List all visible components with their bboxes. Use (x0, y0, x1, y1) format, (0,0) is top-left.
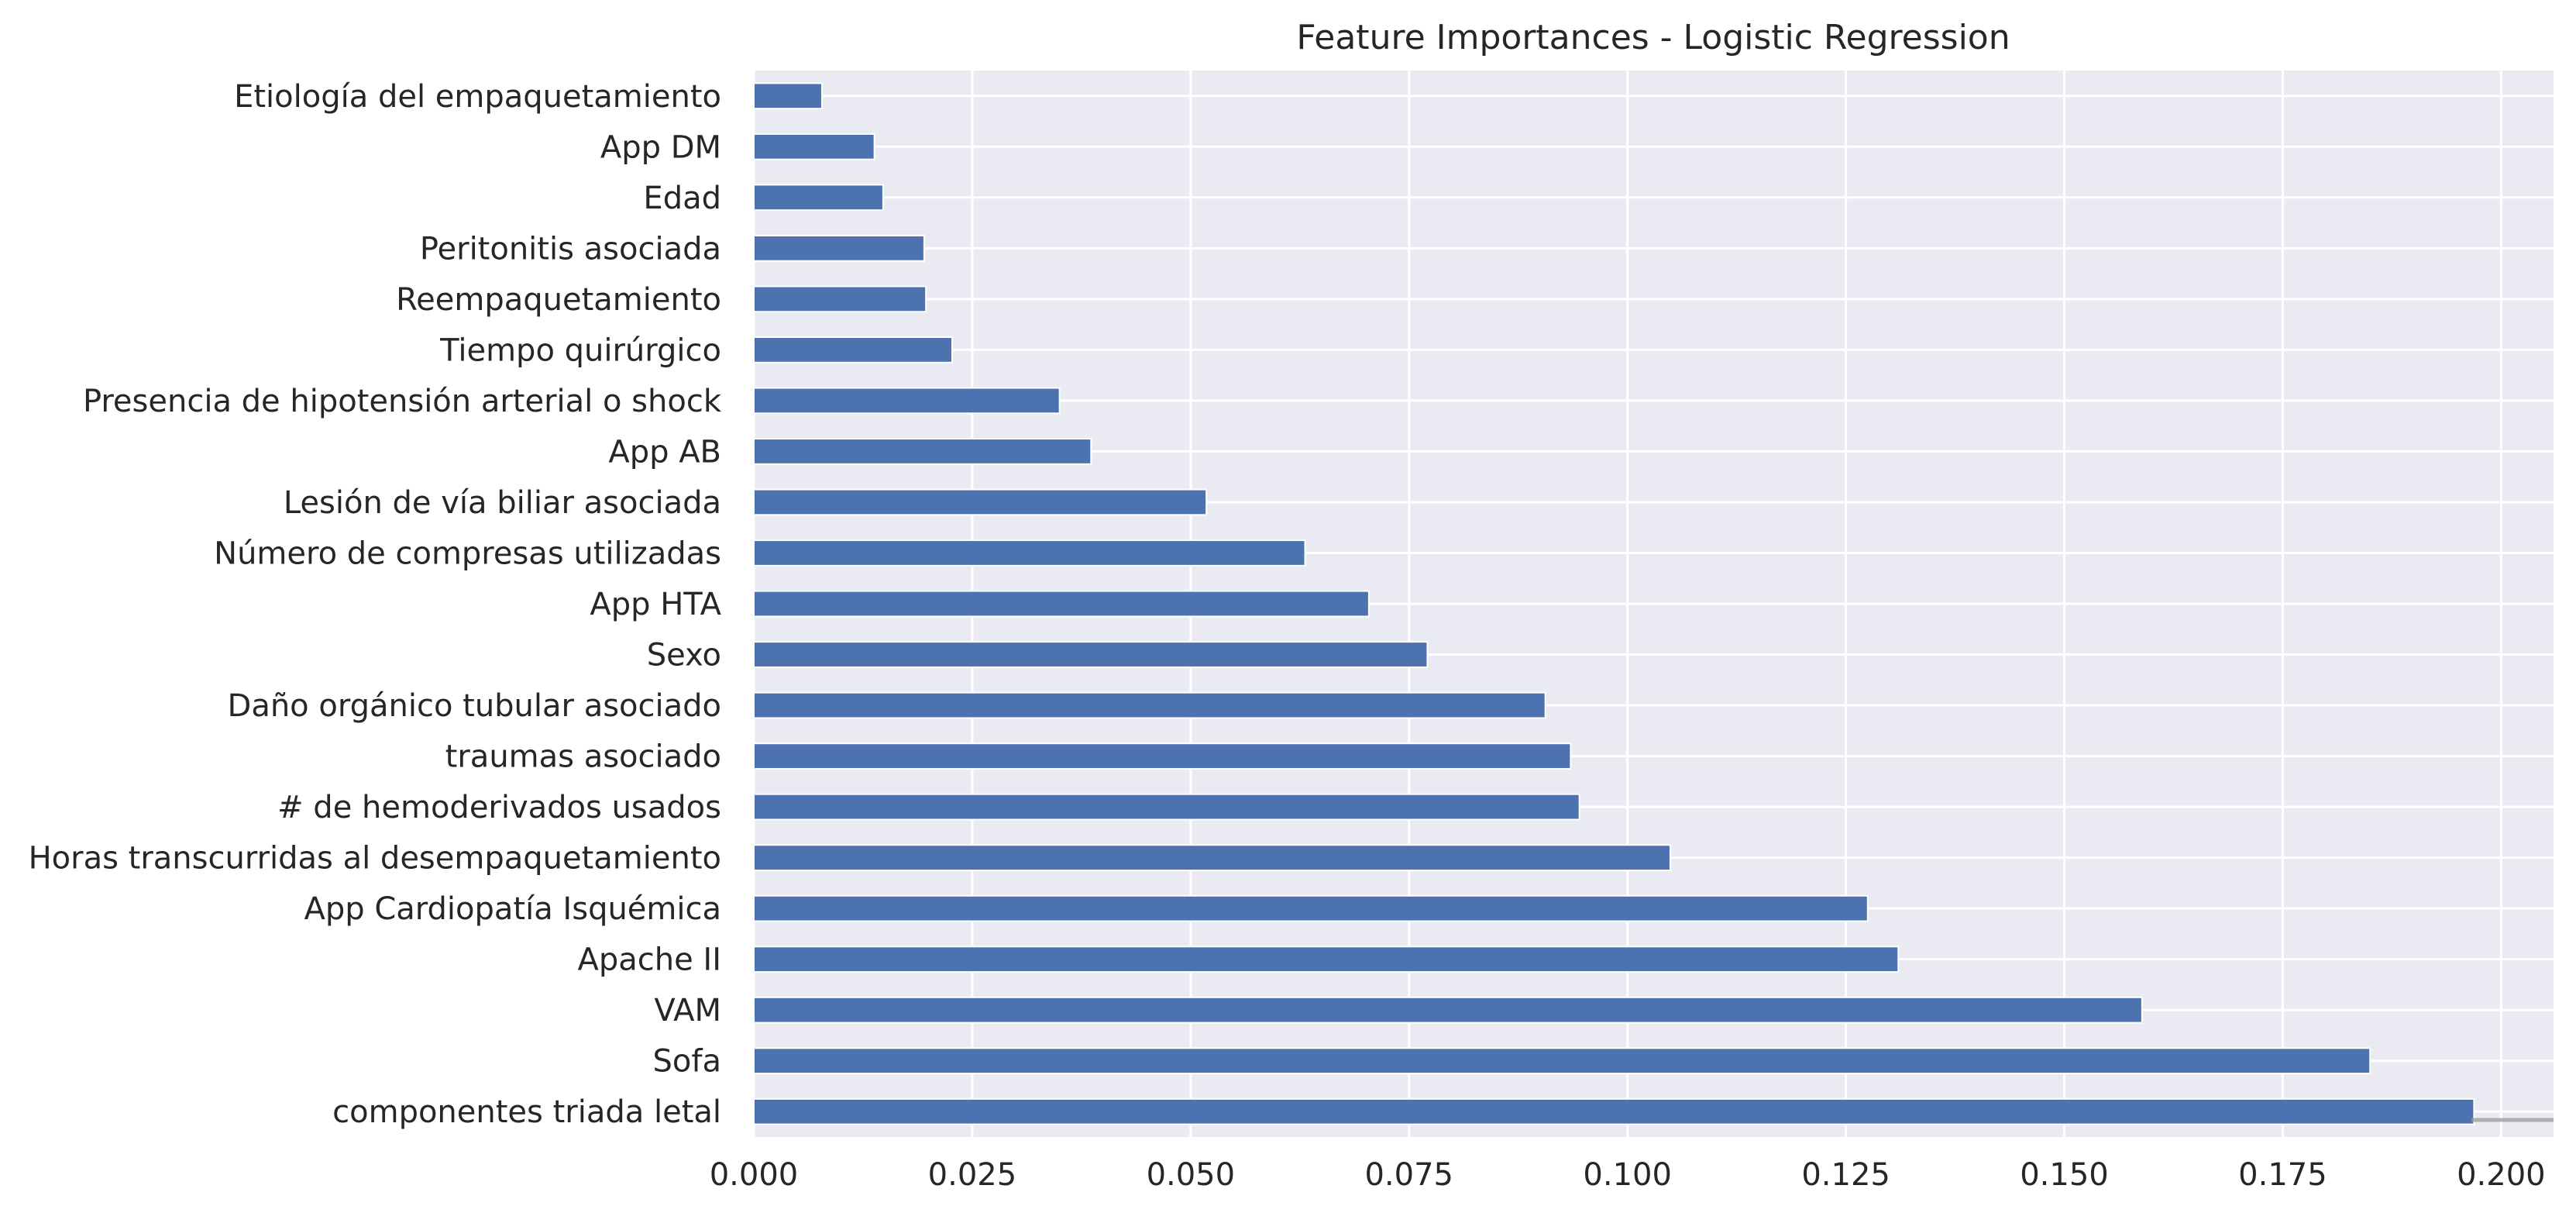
category-label: Edad (643, 181, 721, 216)
category-label: Reempaquetamiento (396, 282, 721, 318)
chart-title: Feature Importances - Logistic Regressio… (1296, 18, 2010, 57)
bar (753, 742, 1572, 770)
bar (753, 996, 2143, 1024)
bar (753, 691, 1546, 719)
bar (753, 336, 953, 363)
bar (753, 946, 1900, 973)
bar (753, 641, 1429, 668)
category-label: Horas transcurridas al desempaquetamient… (29, 841, 721, 877)
category-label: Etiología del empaquetamiento (234, 79, 721, 115)
x-tick-label: 0.000 (710, 1157, 799, 1193)
bar (753, 387, 1061, 415)
x-tick-label: 0.050 (1147, 1157, 1236, 1193)
category-label: VAM (654, 993, 721, 1028)
y-axis-labels: Etiología del empaquetamiento App DM Edad P… (29, 79, 722, 1130)
bar (753, 894, 1869, 922)
category-label: Lesión de vía biliar asociada (284, 485, 721, 521)
category-label: App DM (600, 129, 721, 165)
bar (753, 285, 927, 313)
category-label: componentes triada letal (332, 1094, 721, 1130)
category-label: Daño orgánico tubular asociado (228, 688, 721, 724)
bar (753, 1097, 2475, 1125)
bar (753, 590, 1370, 618)
bar (753, 488, 1208, 516)
category-label: Tiempo quirúrgico (439, 332, 721, 368)
category-label: traumas asociado (445, 739, 721, 775)
x-tick-label: 0.125 (1801, 1157, 1890, 1193)
category-label: Presencia de hipotensión arterial o shoc… (83, 384, 722, 419)
bar (753, 844, 1671, 871)
bar (753, 234, 925, 262)
category-label: Sexo (647, 638, 721, 674)
bar (753, 539, 1306, 567)
x-axis-ticks: 0.000 0.025 0.050 0.075 0.100 0.125 0.150 0.175… (710, 1157, 2546, 1193)
bar (753, 793, 1580, 821)
category-label: App Cardiopatía Isquémica (304, 891, 721, 927)
x-tick-label: 0.075 (1364, 1157, 1453, 1193)
x-tick-label: 0.200 (2457, 1157, 2546, 1193)
bar (753, 184, 884, 212)
category-label: App AB (608, 434, 721, 470)
x-tick-label: 0.025 (928, 1157, 1017, 1193)
x-tick-label: 0.175 (2238, 1157, 2327, 1193)
category-label: App HTA (590, 587, 721, 622)
category-label: # de hemoderivados usados (277, 790, 721, 825)
bar (753, 133, 875, 160)
grid-lines (752, 71, 2554, 1137)
category-label: Apache II (577, 942, 721, 978)
bars (753, 82, 2475, 1125)
bar (753, 82, 823, 110)
category-label: Sofa (653, 1044, 721, 1080)
x-tick-label: 0.150 (2020, 1157, 2109, 1193)
bar (753, 1047, 2371, 1075)
bar (753, 438, 1092, 465)
category-label: Peritonitis asociada (420, 231, 721, 267)
x-tick-label: 0.100 (1583, 1157, 1672, 1193)
category-label: Número de compresas utilizadas (214, 536, 721, 571)
